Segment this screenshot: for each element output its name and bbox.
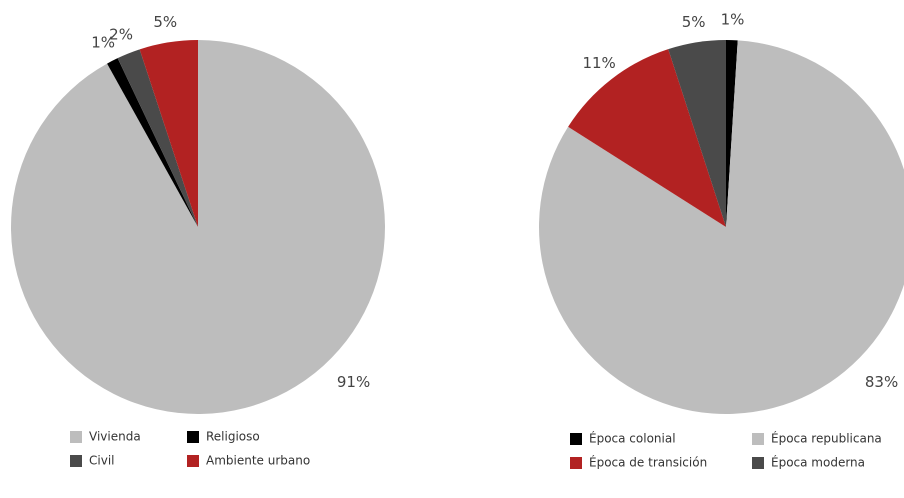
legend-swatch: [70, 455, 82, 467]
pie-slice: [139, 40, 198, 227]
legend-swatch: [70, 431, 82, 443]
legend-label: Civil: [89, 454, 114, 468]
legend-swatch: [752, 457, 764, 469]
legend-label: Época republicana: [771, 431, 882, 446]
legend-swatch: [187, 431, 199, 443]
value-label: 1%: [721, 11, 745, 29]
pie-slice: [668, 40, 726, 227]
value-label: 91%: [337, 373, 370, 391]
value-label: 11%: [582, 54, 615, 72]
value-label: 5%: [153, 13, 177, 31]
pie-slice: [726, 40, 738, 227]
legend-label: Vivienda: [89, 430, 141, 444]
value-label: 83%: [865, 373, 898, 391]
pie-slice: [11, 40, 386, 414]
legend-swatch: [570, 457, 582, 469]
pie-slice: [568, 49, 726, 227]
value-label: 5%: [682, 13, 706, 31]
legend-label: Época colonial: [589, 431, 676, 446]
legend-swatch: [752, 433, 764, 445]
pie-slice: [539, 40, 904, 414]
pie-slice: [117, 49, 198, 227]
legend-swatch: [187, 455, 199, 467]
pie-slice: [107, 58, 198, 227]
legend-label: Ambiente urbano: [206, 454, 310, 468]
legend-swatch: [570, 433, 582, 445]
value-label: 1%: [91, 34, 115, 52]
legend-label: Época de transición: [589, 455, 707, 470]
legend-label: Época moderna: [771, 455, 865, 470]
legend-label: Religioso: [206, 430, 260, 444]
value-label: 2%: [109, 25, 133, 43]
